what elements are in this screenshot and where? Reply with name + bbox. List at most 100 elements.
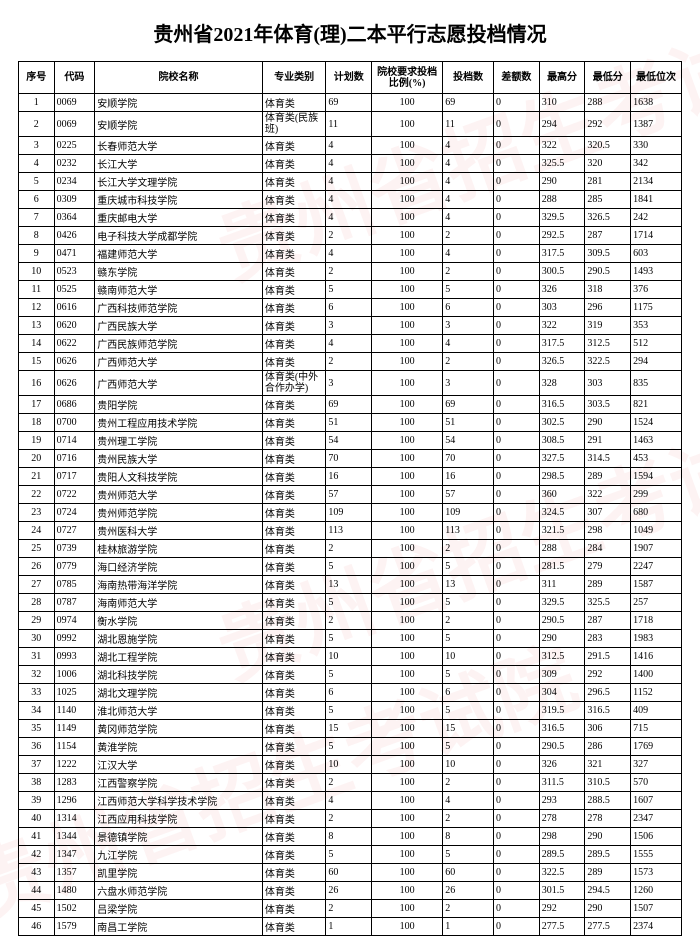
header-rank: 最低位次 [631,62,682,94]
cell-rank: 1718 [631,612,682,630]
cell-name: 江西警察学院 [95,774,263,792]
cell-ratio: 100 [372,353,443,371]
cell-rank: 299 [631,486,682,504]
cell-plan: 57 [326,486,372,504]
cell-file: 5 [443,846,494,864]
cell-code: 0234 [54,173,95,191]
cell-max: 290 [539,173,585,191]
cell-min: 322.5 [585,353,631,371]
cell-ratio: 100 [372,522,443,540]
cell-name: 海南师范大学 [95,594,263,612]
cell-code: 0471 [54,245,95,263]
cell-ratio: 100 [372,594,443,612]
header-seq: 序号 [19,62,55,94]
cell-code: 0722 [54,486,95,504]
cell-min: 289.5 [585,846,631,864]
table-row: 150626广西师范大学体育类210020326.5322.5294 [19,353,682,371]
cell-min: 292 [585,666,631,684]
cell-plan: 26 [326,882,372,900]
cell-seq: 38 [19,774,55,792]
cell-name: 重庆城市科技学院 [95,191,263,209]
cell-rank: 2374 [631,918,682,936]
cell-max: 317.5 [539,335,585,353]
table-header-row: 序号 代码 院校名称 专业类别 计划数 院校要求投档比例(%) 投档数 差额数 … [19,62,682,94]
cell-seq: 12 [19,299,55,317]
cell-rank: 294 [631,353,682,371]
cell-file: 4 [443,191,494,209]
cell-diff: 0 [493,191,539,209]
cell-name: 海南热带海洋学院 [95,576,263,594]
cell-name: 安顺学院 [95,112,263,137]
cell-min: 314.5 [585,450,631,468]
cell-ratio: 100 [372,371,443,396]
cell-max: 326 [539,756,585,774]
cell-plan: 10 [326,648,372,666]
cell-diff: 0 [493,94,539,112]
table-row: 270785海南热带海洋学院体育类131001303112891587 [19,576,682,594]
table-row: 240727贵州医科大学体育类1131001130321.52981049 [19,522,682,540]
table-row: 290974衡水学院体育类210020290.52871718 [19,612,682,630]
cell-ratio: 100 [372,191,443,209]
cell-seq: 1 [19,94,55,112]
cell-code: 0364 [54,209,95,227]
cell-ratio: 100 [372,792,443,810]
cell-plan: 2 [326,810,372,828]
cell-plan: 11 [326,112,372,137]
cell-rank: 1607 [631,792,682,810]
cell-min: 310.5 [585,774,631,792]
cell-plan: 5 [326,702,372,720]
cell-major: 体育类 [262,882,326,900]
cell-code: 0525 [54,281,95,299]
cell-name: 贵州医科大学 [95,522,263,540]
header-name: 院校名称 [95,62,263,94]
cell-rank: 330 [631,137,682,155]
cell-max: 278 [539,810,585,828]
cell-plan: 69 [326,94,372,112]
cell-min: 283 [585,630,631,648]
cell-rank: 1506 [631,828,682,846]
cell-max: 312.5 [539,648,585,666]
cell-max: 277.5 [539,918,585,936]
cell-plan: 2 [326,227,372,245]
cell-name: 海口经济学院 [95,558,263,576]
cell-major: 体育类 [262,227,326,245]
cell-seq: 7 [19,209,55,227]
cell-major: 体育类 [262,522,326,540]
cell-plan: 2 [326,540,372,558]
cell-major: 体育类 [262,846,326,864]
cell-file: 10 [443,648,494,666]
cell-ratio: 100 [372,648,443,666]
cell-diff: 0 [493,630,539,648]
cell-major: 体育类 [262,576,326,594]
cell-diff: 0 [493,792,539,810]
cell-min: 285 [585,191,631,209]
cell-ratio: 100 [372,504,443,522]
table-row: 160626广西师范大学体育类(中外合作办学)310030328303835 [19,371,682,396]
table-row: 200716贵州民族大学体育类70100700327.5314.5453 [19,450,682,468]
cell-max: 288 [539,191,585,209]
cell-ratio: 100 [372,299,443,317]
header-code: 代码 [54,62,95,94]
table-row: 60309重庆城市科技学院体育类4100402882851841 [19,191,682,209]
cell-plan: 6 [326,299,372,317]
cell-rank: 1175 [631,299,682,317]
cell-ratio: 100 [372,486,443,504]
cell-name: 赣南师范大学 [95,281,263,299]
table-row: 90471福建师范大学体育类410040317.5309.5603 [19,245,682,263]
cell-name: 淮北师范大学 [95,702,263,720]
cell-file: 3 [443,371,494,396]
cell-ratio: 100 [372,173,443,191]
cell-name: 重庆邮电大学 [95,209,263,227]
cell-plan: 4 [326,792,372,810]
cell-diff: 0 [493,522,539,540]
cell-plan: 5 [326,630,372,648]
table-row: 351149黄冈师范学院体育类15100150316.5306715 [19,720,682,738]
cell-plan: 2 [326,263,372,281]
cell-file: 4 [443,155,494,173]
cell-max: 310 [539,94,585,112]
cell-seq: 4 [19,155,55,173]
cell-min: 290 [585,900,631,918]
cell-seq: 9 [19,245,55,263]
cell-code: 0714 [54,432,95,450]
cell-rank: 453 [631,450,682,468]
